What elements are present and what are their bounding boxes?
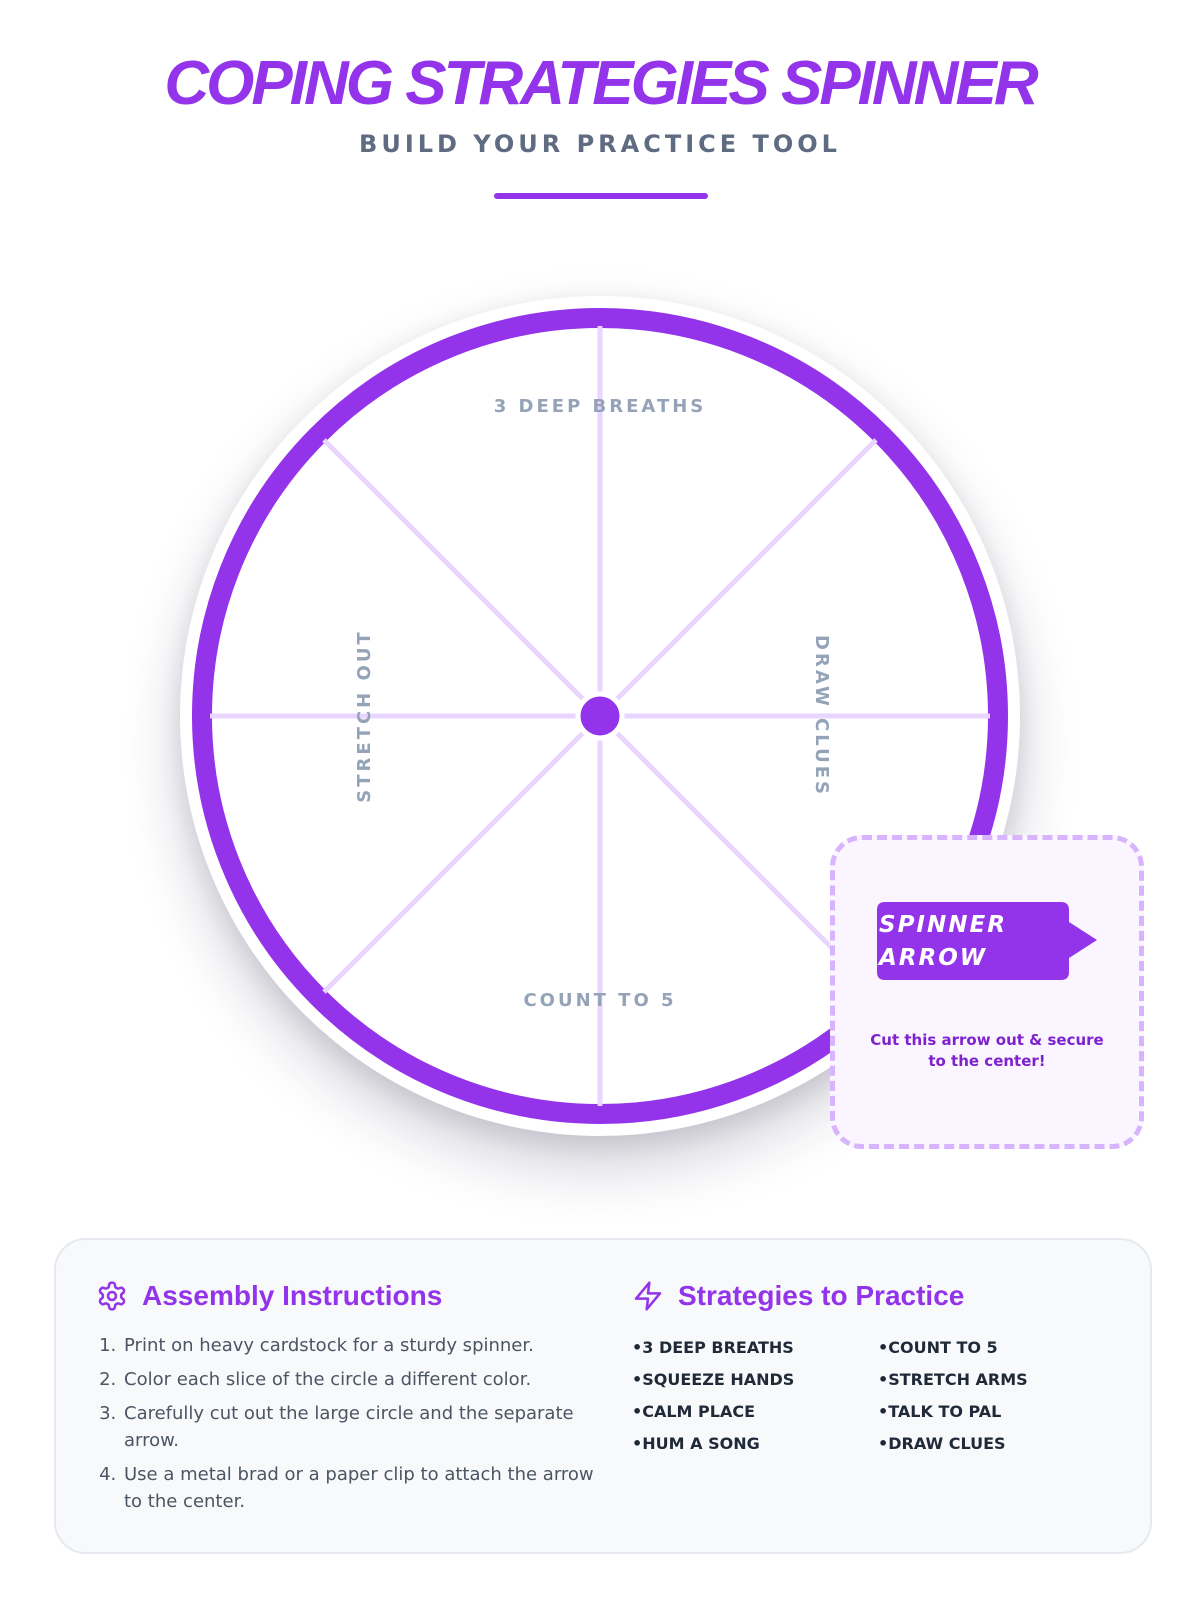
arrow-label-line1: SPINNER [879, 912, 1007, 938]
info-panel: Assembly Instructions Print on heavy car… [54, 1238, 1152, 1554]
arrow-shape [877, 902, 1097, 980]
strategy-item: COUNT TO 5 [878, 1336, 1124, 1359]
title-divider [494, 193, 708, 199]
strategy-item: SQUEEZE HANDS [632, 1368, 878, 1391]
strategy-item: CALM PLACE [632, 1400, 878, 1423]
page-title: COPING STRATEGIES SPINNER [164, 49, 1038, 118]
strategies-heading: Strategies to Practice [678, 1280, 965, 1311]
strategies-list: 3 DEEP BREATHS COUNT TO 5 SQUEEZE HANDS … [632, 1336, 1152, 1455]
slice-label-top: 3 DEEP BREATHS [494, 396, 707, 417]
strategy-item: HUM A SONG [632, 1432, 878, 1455]
arrow-label-line2: ARROW [877, 945, 987, 971]
slice-label-bottom: COUNT TO 5 [523, 990, 676, 1011]
strategies-header: Strategies to Practice [632, 1280, 964, 1312]
center-hub [575, 691, 625, 741]
strategy-item: DRAW CLUES [878, 1432, 1124, 1455]
strategy-item: 3 DEEP BREATHS [632, 1336, 878, 1359]
spinner-arrow: SPINNER ARROW [877, 902, 1097, 980]
instruction-step: Color each slice of the circle a differe… [122, 1366, 602, 1393]
gear-icon [98, 1281, 126, 1311]
arrow-cutout-card: SPINNER ARROW Cut this arrow out & secur… [830, 835, 1144, 1149]
page-subtitle: BUILD YOUR PRACTICE TOOL [359, 130, 841, 158]
strategy-item: TALK TO PAL [878, 1400, 1124, 1423]
arrow-instruction-note: Cut this arrow out & secure to the cente… [870, 1031, 1104, 1070]
instruction-step: Carefully cut out the large circle and t… [122, 1400, 602, 1454]
instruction-step: Print on heavy cardstock for a sturdy sp… [122, 1332, 602, 1359]
lightning-icon [634, 1281, 662, 1311]
slice-label-right: DRAW CLUES [811, 635, 832, 797]
instructions-header: Assembly Instructions [96, 1280, 442, 1312]
strategy-item: STRETCH ARMS [878, 1368, 1124, 1391]
spinner-wheel: 3 DEEP BREATHS COUNT TO 5 STRETCH OUT DR… [192, 308, 1008, 1124]
instructions-heading: Assembly Instructions [142, 1280, 443, 1311]
slice-label-left: STRETCH OUT [354, 629, 375, 802]
instruction-step: Use a metal brad or a paper clip to atta… [122, 1461, 602, 1515]
instruction-steps: Print on heavy cardstock for a sturdy sp… [100, 1332, 602, 1522]
